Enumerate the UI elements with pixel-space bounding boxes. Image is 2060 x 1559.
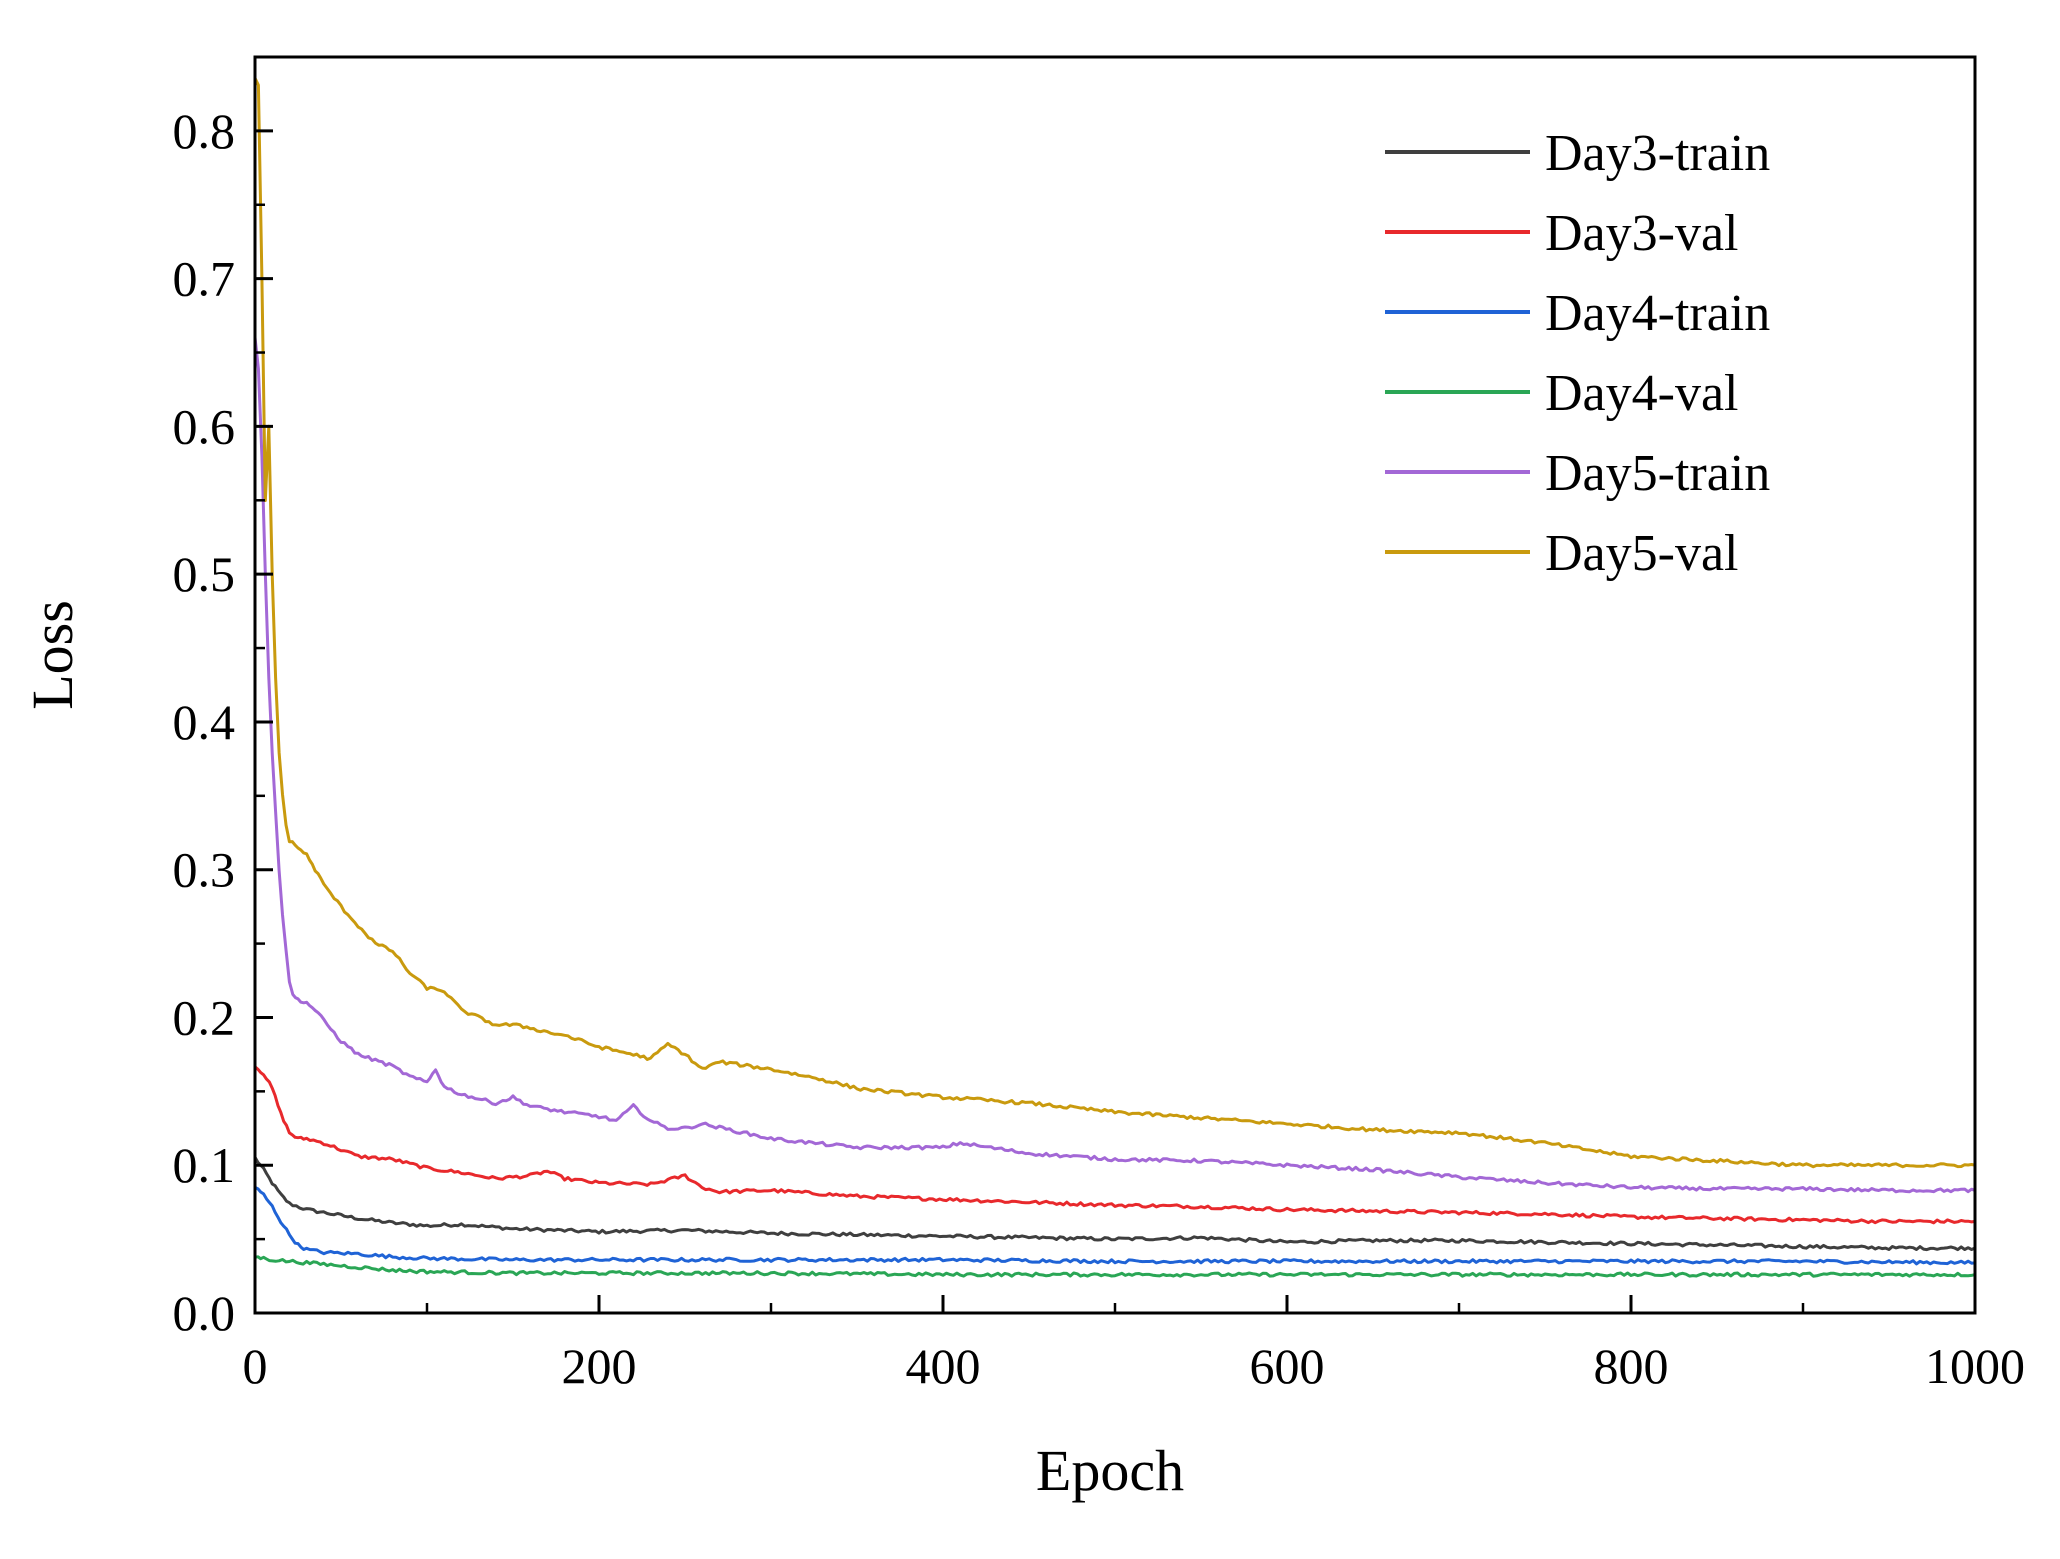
series-line-day4-train bbox=[254, 1185, 1976, 1266]
y-tick-label: 0.6 bbox=[173, 398, 236, 454]
x-tick-label: 400 bbox=[906, 1338, 981, 1394]
legend-label-day5-train: Day5-train bbox=[1545, 445, 1770, 502]
legend-label-day3-train: Day3-train bbox=[1545, 125, 1770, 182]
legend: Day3-train Day3-val Day4-train Day4-val Day5… bbox=[1385, 125, 1770, 582]
x-tick-label: 1000 bbox=[1925, 1338, 2025, 1394]
y-tick-label: 0.5 bbox=[173, 546, 236, 602]
x-tick-label: 0 bbox=[243, 1338, 268, 1394]
series-layer bbox=[253, 77, 1976, 1278]
y-tick-label: 0.7 bbox=[173, 251, 236, 307]
y-tick-label: 0.8 bbox=[173, 103, 236, 159]
y-tick-label: 0.1 bbox=[173, 1137, 236, 1193]
y-tick-label: 0.0 bbox=[173, 1285, 236, 1341]
series-line-day3-val bbox=[254, 1065, 1976, 1225]
x-tick-label: 800 bbox=[1594, 1338, 1669, 1394]
x-axis-label: Epoch bbox=[1036, 1438, 1184, 1503]
series-line-day3-train bbox=[253, 1156, 1976, 1252]
y-tick-label: 0.2 bbox=[173, 989, 236, 1045]
legend-label-day4-val: Day4-val bbox=[1545, 365, 1738, 422]
y-tick-label: 0.3 bbox=[173, 842, 236, 898]
legend-label-day3-val: Day3-val bbox=[1545, 205, 1738, 262]
series-line-day5-val bbox=[253, 77, 1976, 1169]
y-axis-label: Loss bbox=[20, 600, 85, 710]
legend-label-day4-train: Day4-train bbox=[1545, 285, 1770, 342]
legend-label-day5-val: Day5-val bbox=[1545, 525, 1738, 582]
y-tick-label: 0.4 bbox=[173, 694, 236, 750]
series-line-day5-train bbox=[253, 337, 1976, 1194]
x-tick-label: 200 bbox=[562, 1338, 637, 1394]
series-line-day4-val bbox=[254, 1255, 1976, 1278]
axes-layer: 0 200 400 600 800 1000 0.0 0.1 0.2 0.3 0.4 0.5 0.6 0.… bbox=[173, 55, 2025, 1394]
x-tick-label: 600 bbox=[1250, 1338, 1325, 1394]
